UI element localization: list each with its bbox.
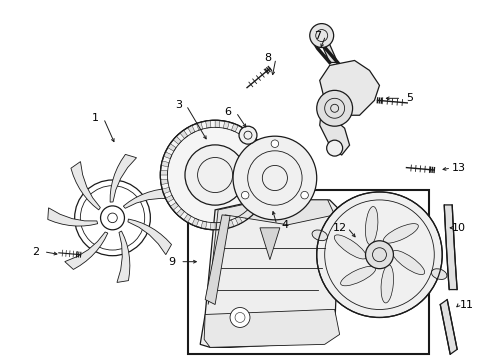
Ellipse shape bbox=[365, 207, 377, 245]
Polygon shape bbox=[192, 218, 199, 226]
Circle shape bbox=[309, 24, 333, 48]
Circle shape bbox=[239, 126, 256, 144]
Polygon shape bbox=[123, 188, 174, 208]
Polygon shape bbox=[254, 199, 262, 206]
Polygon shape bbox=[203, 310, 339, 347]
Polygon shape bbox=[205, 121, 210, 128]
Polygon shape bbox=[319, 108, 349, 155]
Polygon shape bbox=[260, 228, 279, 260]
Ellipse shape bbox=[340, 266, 375, 286]
Polygon shape bbox=[251, 140, 260, 148]
Circle shape bbox=[160, 120, 269, 230]
Polygon shape bbox=[239, 127, 246, 136]
Polygon shape bbox=[167, 144, 176, 151]
Polygon shape bbox=[48, 208, 98, 226]
Circle shape bbox=[241, 192, 248, 199]
Text: 5: 5 bbox=[405, 93, 412, 103]
Circle shape bbox=[316, 192, 441, 318]
Polygon shape bbox=[248, 206, 257, 214]
Polygon shape bbox=[160, 170, 167, 175]
Ellipse shape bbox=[311, 230, 327, 240]
Polygon shape bbox=[245, 133, 253, 141]
Polygon shape bbox=[71, 162, 100, 210]
Ellipse shape bbox=[430, 269, 446, 279]
Polygon shape bbox=[180, 130, 187, 139]
Text: 2: 2 bbox=[32, 247, 40, 257]
Text: 11: 11 bbox=[459, 300, 473, 310]
Polygon shape bbox=[258, 191, 266, 198]
Polygon shape bbox=[443, 205, 456, 289]
Circle shape bbox=[233, 136, 316, 220]
Text: 12: 12 bbox=[332, 223, 346, 233]
Polygon shape bbox=[128, 219, 171, 255]
Circle shape bbox=[184, 145, 245, 205]
Circle shape bbox=[365, 241, 393, 269]
Polygon shape bbox=[161, 161, 169, 167]
Polygon shape bbox=[208, 200, 334, 305]
Polygon shape bbox=[160, 179, 168, 185]
Polygon shape bbox=[260, 156, 267, 163]
Polygon shape bbox=[210, 222, 215, 230]
Polygon shape bbox=[165, 195, 173, 202]
Polygon shape bbox=[256, 148, 264, 155]
Circle shape bbox=[270, 140, 278, 148]
Text: 8: 8 bbox=[264, 54, 271, 63]
Polygon shape bbox=[215, 120, 220, 127]
Text: 1: 1 bbox=[92, 113, 99, 123]
Polygon shape bbox=[173, 136, 181, 144]
Circle shape bbox=[229, 307, 249, 328]
Polygon shape bbox=[201, 221, 206, 229]
Ellipse shape bbox=[380, 265, 393, 303]
Circle shape bbox=[300, 192, 308, 199]
Text: 7: 7 bbox=[313, 31, 321, 41]
Ellipse shape bbox=[383, 224, 418, 243]
Text: 10: 10 bbox=[451, 223, 465, 233]
Text: 3: 3 bbox=[174, 100, 182, 110]
Polygon shape bbox=[117, 231, 130, 283]
Polygon shape bbox=[64, 232, 107, 269]
Bar bbox=[188, 190, 428, 354]
Polygon shape bbox=[205, 215, 229, 305]
Polygon shape bbox=[223, 121, 229, 129]
Polygon shape bbox=[235, 216, 242, 225]
Polygon shape bbox=[262, 175, 269, 180]
Polygon shape bbox=[219, 222, 224, 230]
Polygon shape bbox=[110, 154, 136, 202]
Polygon shape bbox=[319, 60, 379, 115]
Polygon shape bbox=[439, 300, 456, 354]
Circle shape bbox=[326, 140, 342, 156]
Polygon shape bbox=[163, 152, 172, 159]
Polygon shape bbox=[242, 212, 250, 220]
Polygon shape bbox=[261, 183, 268, 189]
Text: 13: 13 bbox=[451, 163, 465, 173]
Polygon shape bbox=[162, 187, 170, 194]
Polygon shape bbox=[176, 209, 184, 217]
Text: 4: 4 bbox=[281, 220, 288, 230]
Polygon shape bbox=[183, 214, 191, 222]
Polygon shape bbox=[231, 123, 238, 132]
Ellipse shape bbox=[392, 251, 424, 275]
Polygon shape bbox=[314, 28, 337, 62]
Ellipse shape bbox=[334, 235, 366, 259]
Polygon shape bbox=[200, 200, 339, 347]
Circle shape bbox=[316, 90, 352, 126]
Polygon shape bbox=[262, 166, 269, 171]
Polygon shape bbox=[187, 125, 195, 134]
Text: 9: 9 bbox=[168, 257, 176, 267]
Polygon shape bbox=[170, 202, 178, 210]
Polygon shape bbox=[227, 220, 233, 228]
Text: 6: 6 bbox=[224, 107, 231, 117]
Polygon shape bbox=[196, 122, 203, 130]
